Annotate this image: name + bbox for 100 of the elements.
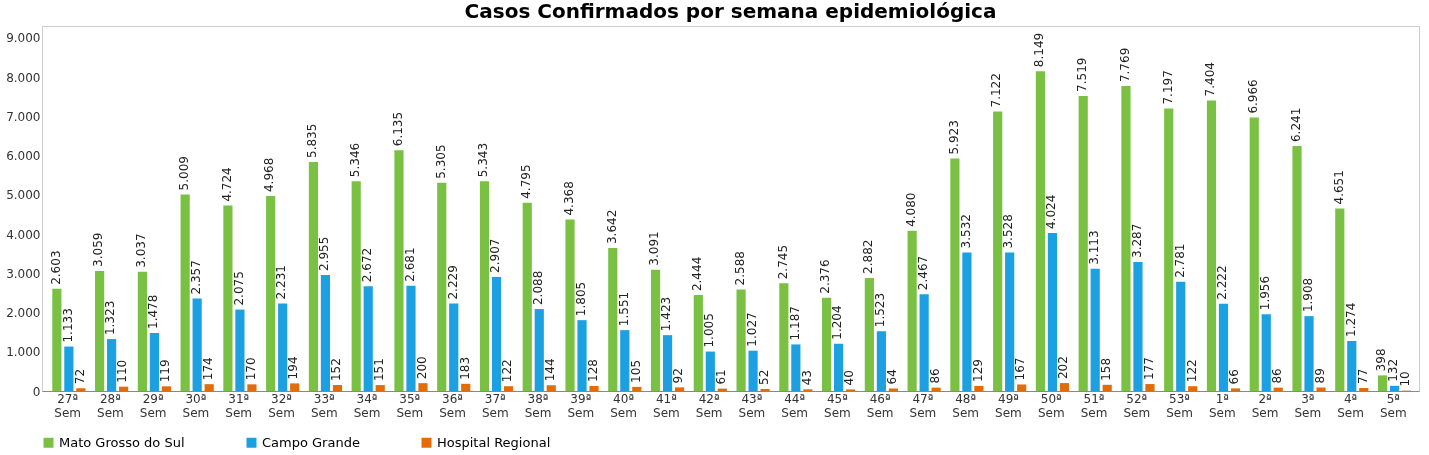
data-label: 110: [115, 359, 130, 383]
x-tick-label: 45ª Sem: [824, 391, 851, 420]
bar: [1078, 95, 1088, 391]
bar: [192, 298, 202, 391]
bar: [107, 339, 117, 391]
data-label: 2.588: [732, 251, 747, 286]
data-label: 2.672: [360, 247, 375, 283]
data-label: 1.187: [787, 306, 802, 341]
bar: [1090, 268, 1100, 391]
x-tick-label: 2ª Sem: [1251, 391, 1279, 420]
bar: [834, 343, 844, 391]
data-label: 177: [1141, 357, 1156, 381]
bar: [320, 275, 331, 391]
data-label: 4.024: [1044, 194, 1059, 230]
data-label: 4.724: [219, 167, 234, 202]
data-label: 4.968: [262, 157, 277, 193]
data-label: 132: [1386, 358, 1401, 382]
x-tick-label: 27ª Sem: [54, 391, 82, 420]
bar: [608, 248, 618, 391]
data-label: 129: [970, 359, 985, 382]
x-tick-label: 35ª Sem: [396, 391, 424, 420]
bar: [620, 330, 630, 391]
x-tick-label: 33ª Sem: [310, 391, 338, 420]
bar: [290, 383, 300, 391]
bar: [589, 385, 599, 391]
data-label: 61: [714, 369, 729, 385]
bar: [1359, 387, 1369, 391]
bar: [748, 350, 758, 391]
x-tick-label: 34ª Sem: [353, 391, 381, 420]
data-label: 3.059: [91, 232, 106, 267]
bar: [876, 331, 886, 391]
data-label: 77: [1355, 368, 1370, 384]
data-label: 2.781: [1172, 243, 1187, 278]
bar: [1206, 100, 1217, 391]
x-tick-label: 38ª Sem: [524, 391, 552, 420]
data-label: 7.519: [1074, 57, 1089, 92]
x-tick-label: 41ª Sem: [653, 391, 680, 420]
bar: [1102, 384, 1112, 391]
data-label: 7.769: [1117, 47, 1132, 83]
data-label: 174: [200, 357, 215, 381]
data-label: 2.231: [274, 265, 289, 300]
bar: [650, 269, 661, 391]
bar: [962, 252, 972, 391]
data-label: 2.955: [317, 236, 332, 272]
bar: [1035, 71, 1046, 391]
bar: [919, 294, 929, 391]
x-tick-label: 28ª Sem: [97, 391, 124, 420]
data-label: 4.080: [903, 192, 918, 227]
bar: [950, 158, 960, 391]
data-label: 40: [842, 370, 857, 386]
data-label: 167: [1013, 357, 1028, 381]
bar: [705, 351, 715, 391]
bar: [1005, 252, 1015, 391]
x-tick-label: 31ª Sem: [225, 391, 253, 420]
legend-label: Mato Grosso do Sul: [59, 434, 185, 450]
y-tick-label: 8.000: [6, 70, 41, 85]
x-tick-label: 30ª Sem: [182, 391, 210, 420]
data-label: 1.204: [830, 305, 845, 340]
data-label: 2.681: [402, 247, 417, 282]
bar: [1218, 303, 1229, 391]
data-label: 2.075: [231, 271, 246, 306]
bar: [993, 111, 1003, 391]
bar: [1145, 384, 1155, 391]
bar: [779, 283, 789, 391]
data-label: 4.795: [519, 164, 534, 199]
bar: [180, 194, 190, 391]
data-label: 3.037: [134, 233, 149, 268]
y-tick-label: 3.000: [6, 266, 41, 281]
y-tick-label: 2.000: [6, 306, 41, 321]
data-label: 86: [1270, 368, 1285, 384]
data-label: 4.368: [561, 181, 576, 216]
bar: [119, 386, 129, 391]
bar: [907, 230, 917, 391]
bar: [1335, 208, 1345, 391]
legend-label: Hospital Regional: [437, 434, 551, 450]
y-tick-label: 7.000: [6, 109, 41, 124]
bar: [161, 386, 171, 391]
bar: [736, 289, 746, 391]
x-tick-label: 5ª Sem: [1379, 391, 1407, 420]
data-label: 64: [885, 369, 900, 385]
x-tick-label: 37ª Sem: [481, 391, 509, 420]
x-tick-label: 1ª Sem: [1208, 391, 1236, 420]
data-label: 72: [72, 368, 87, 385]
bar: [418, 383, 428, 391]
data-label: 152: [329, 358, 344, 382]
data-label: 2.907: [488, 238, 503, 273]
bar: [406, 285, 416, 391]
data-label: 5.923: [946, 120, 961, 155]
bar: [1121, 86, 1131, 391]
bar: [1164, 108, 1174, 391]
bar: [577, 320, 587, 391]
bar: [1188, 386, 1198, 391]
data-label: 2.882: [861, 239, 876, 274]
data-label: 1.423: [659, 296, 674, 332]
data-label: 170: [243, 357, 258, 381]
data-label: 86: [927, 368, 942, 384]
data-label: 122: [1184, 359, 1199, 383]
data-label: 3.528: [1001, 214, 1016, 249]
bar: [546, 385, 556, 391]
x-tick-label: 53ª Sem: [1166, 391, 1193, 420]
